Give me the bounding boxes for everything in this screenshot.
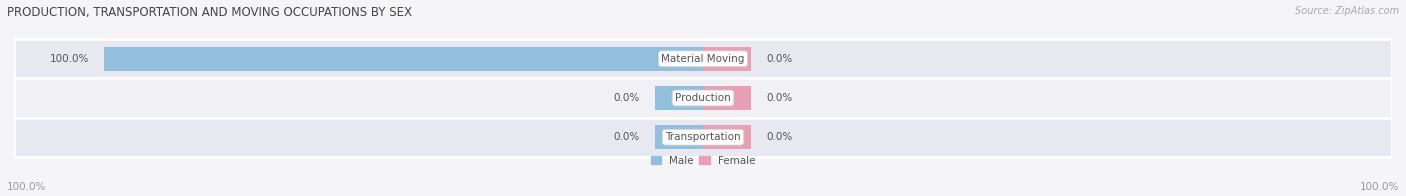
- Text: Transportation: Transportation: [665, 132, 741, 142]
- Text: 0.0%: 0.0%: [766, 93, 792, 103]
- Bar: [655, 125, 703, 149]
- Text: Source: ZipAtlas.com: Source: ZipAtlas.com: [1295, 6, 1399, 16]
- Bar: [14, 118, 1392, 157]
- Text: 0.0%: 0.0%: [614, 93, 640, 103]
- Text: 0.0%: 0.0%: [766, 54, 792, 64]
- Bar: [703, 47, 751, 71]
- Text: 0.0%: 0.0%: [614, 132, 640, 142]
- Bar: [703, 125, 751, 149]
- Bar: [104, 47, 703, 71]
- Text: Production: Production: [675, 93, 731, 103]
- Text: 100.0%: 100.0%: [7, 182, 46, 192]
- Text: 100.0%: 100.0%: [1360, 182, 1399, 192]
- Bar: [14, 78, 1392, 118]
- Text: 0.0%: 0.0%: [766, 132, 792, 142]
- Bar: [703, 86, 751, 110]
- Text: Material Moving: Material Moving: [661, 54, 745, 64]
- Text: PRODUCTION, TRANSPORTATION AND MOVING OCCUPATIONS BY SEX: PRODUCTION, TRANSPORTATION AND MOVING OC…: [7, 6, 412, 19]
- Bar: [14, 39, 1392, 78]
- Bar: [655, 86, 703, 110]
- Text: 100.0%: 100.0%: [49, 54, 89, 64]
- Legend: Male, Female: Male, Female: [651, 156, 755, 166]
